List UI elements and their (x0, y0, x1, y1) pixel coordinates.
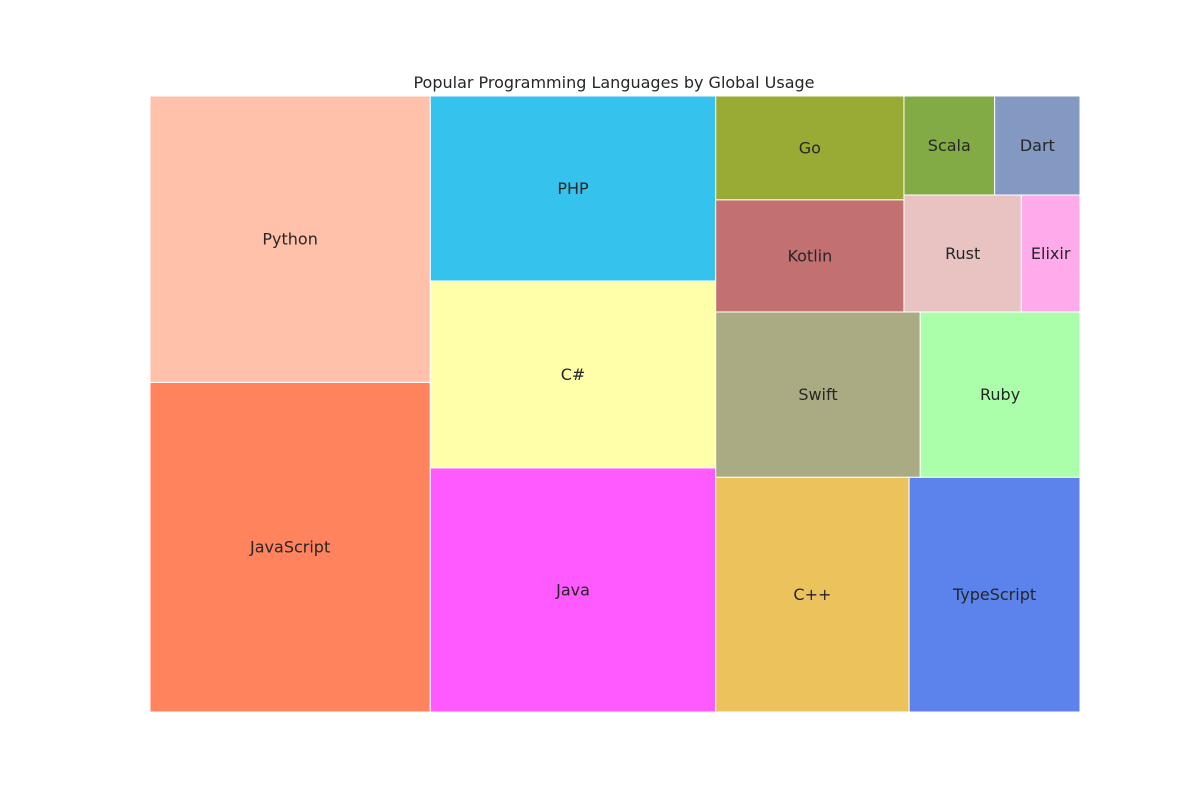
tile-ruby (919, 311, 1081, 478)
tile-typescript (908, 476, 1081, 713)
tile-python (149, 95, 431, 383)
tile-label-ruby: Ruby (980, 385, 1020, 404)
tile-label-scala: Scala (928, 136, 971, 155)
tile-elixir (1020, 194, 1081, 313)
tile-label-typescript: TypeScript (952, 585, 1036, 604)
tile-label-python: Python (262, 230, 317, 249)
tile-scala (903, 95, 996, 196)
chart-title: Popular Programming Languages by Global … (413, 73, 814, 92)
tile-rust (903, 194, 1022, 313)
tile-label-csharp: C# (561, 365, 586, 384)
tile-label-cplusplus: C++ (793, 585, 831, 604)
tile-go (715, 95, 905, 201)
tile-label-dart: Dart (1020, 136, 1055, 155)
tile-label-java: Java (555, 580, 590, 599)
tile-javascript (149, 381, 431, 713)
tile-label-go: Go (799, 138, 821, 157)
tile-csharp (429, 280, 717, 469)
tile-kotlin (715, 199, 905, 313)
tile-label-swift: Swift (798, 385, 837, 404)
tile-cplusplus (715, 476, 910, 713)
tile-dart (994, 95, 1081, 196)
tile-label-rust: Rust (945, 244, 980, 263)
tile-label-elixir: Elixir (1031, 244, 1071, 263)
tile-swift (715, 311, 921, 478)
tile-label-php: PHP (557, 179, 589, 198)
tile-label-kotlin: Kotlin (787, 246, 832, 265)
tile-java (429, 467, 717, 713)
treemap-tiles: JavaScript Python Java C# PHP C++ TypeScript Sw… (149, 95, 1081, 713)
tile-label-javascript: JavaScript (249, 538, 330, 557)
tile-php (429, 95, 717, 282)
